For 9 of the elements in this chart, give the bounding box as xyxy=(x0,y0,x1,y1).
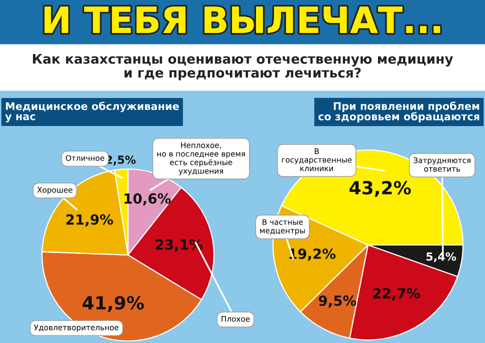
data-label: 21,9% xyxy=(66,214,114,227)
chart-title: Медицинское обслуживание у нас xyxy=(5,102,179,122)
data-label: 41,9% xyxy=(82,296,144,312)
chart-title: При появлении проблем со здоровьем обращаются xyxy=(318,102,480,122)
data-label: 43,2% xyxy=(350,180,411,197)
text: Как казахстанцы оценивают отечественную медицину и где предпочитают лечиться? xyxy=(32,54,454,80)
data-label: 9,5% xyxy=(318,295,356,308)
data-label: 22,7% xyxy=(373,288,420,300)
text: И ТЕБЯ ВЫЛЕЧАТ... xyxy=(44,6,440,33)
